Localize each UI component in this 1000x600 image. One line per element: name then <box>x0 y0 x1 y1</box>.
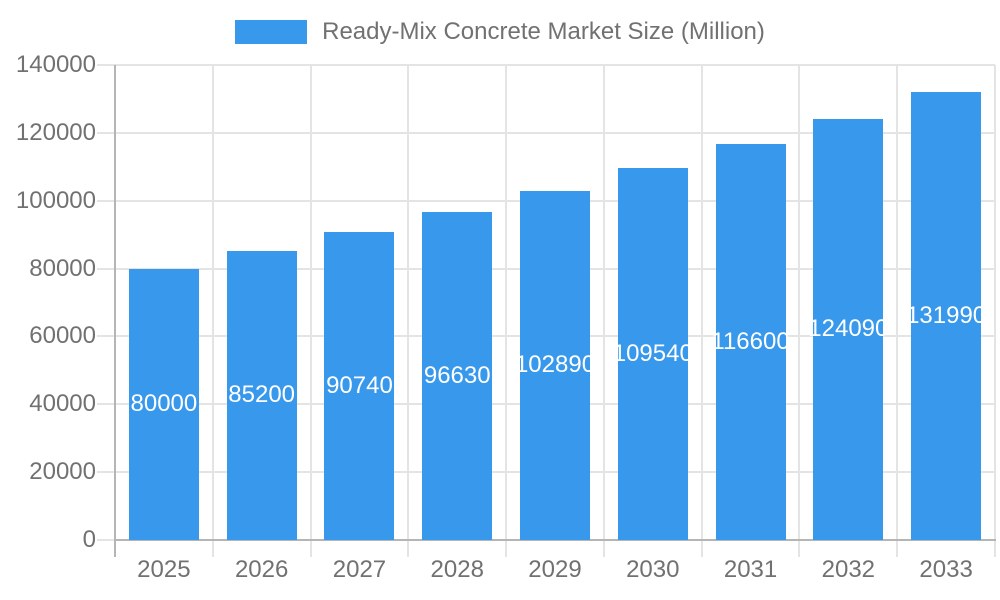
bar[interactable]: 131990 <box>906 92 986 540</box>
y-axis-tick-label: 80000 <box>29 254 96 282</box>
x-axis-tick-label: 2027 <box>332 556 387 583</box>
bar[interactable]: 124090 <box>808 118 888 540</box>
bar-value-label: 124090 <box>808 315 889 343</box>
bar-value-label: 109540 <box>612 340 693 368</box>
x-axis-tick-label: 2033 <box>919 556 973 583</box>
v-gridline <box>700 65 703 557</box>
y-axis-tick-label: 20000 <box>29 458 96 486</box>
bar-value-label: 90740 <box>326 372 393 400</box>
x-axis-tick-label: 2029 <box>528 556 582 583</box>
legend-label: Ready-Mix Concrete Market Size (Million) <box>322 18 765 45</box>
x-axis-tick-label: 2028 <box>430 556 484 583</box>
h-gridline <box>97 64 995 66</box>
v-gridline <box>994 65 996 557</box>
y-axis-tick-label: 120000 <box>15 118 96 146</box>
x-axis-tick-label: 2030 <box>626 556 680 583</box>
legend: Ready-Mix Concrete Market Size (Million) <box>0 20 1000 44</box>
x-axis-tick-label: 2031 <box>723 556 778 583</box>
bar-value-label: 102890 <box>514 351 596 379</box>
bar-value-label: 80000 <box>130 390 198 418</box>
bar-value-label: 131990 <box>906 302 987 330</box>
x-axis-tick-label: 2026 <box>234 556 289 583</box>
v-gridline <box>602 65 605 557</box>
bar[interactable]: 80000 <box>128 268 199 540</box>
y-axis-tick-label: 100000 <box>15 186 96 214</box>
bar[interactable]: 109540 <box>613 168 693 540</box>
bar-value-label: 85200 <box>228 381 296 409</box>
legend-item[interactable]: Ready-Mix Concrete Market Size (Million) <box>235 20 765 44</box>
h-gridline <box>97 131 995 134</box>
bar[interactable]: 85200 <box>226 250 297 540</box>
bar-value-label: 116600 <box>711 328 790 356</box>
v-gridline <box>211 65 214 557</box>
bar[interactable]: 116600 <box>711 144 790 540</box>
v-gridline <box>505 65 508 557</box>
bar-value-label: 96630 <box>423 362 491 390</box>
v-gridline <box>309 65 312 557</box>
v-gridline <box>407 65 410 557</box>
x-axis-tick-label: 2032 <box>821 556 876 583</box>
y-axis-tick-label: 140000 <box>15 51 96 78</box>
y-axis-tick-label: 60000 <box>29 322 96 350</box>
v-gridline <box>798 65 801 557</box>
y-axis-line <box>114 65 116 557</box>
y-axis-tick-label: 0 <box>82 526 96 553</box>
v-gridline <box>896 65 899 557</box>
y-axis-tick-label: 40000 <box>29 390 96 418</box>
bar[interactable]: 96630 <box>422 212 493 540</box>
bar[interactable]: 90740 <box>324 232 395 540</box>
legend-marker <box>235 20 308 44</box>
bar[interactable]: 102890 <box>515 190 595 540</box>
x-axis-tick-label: 2025 <box>137 556 191 583</box>
x-axis-line <box>114 539 996 541</box>
